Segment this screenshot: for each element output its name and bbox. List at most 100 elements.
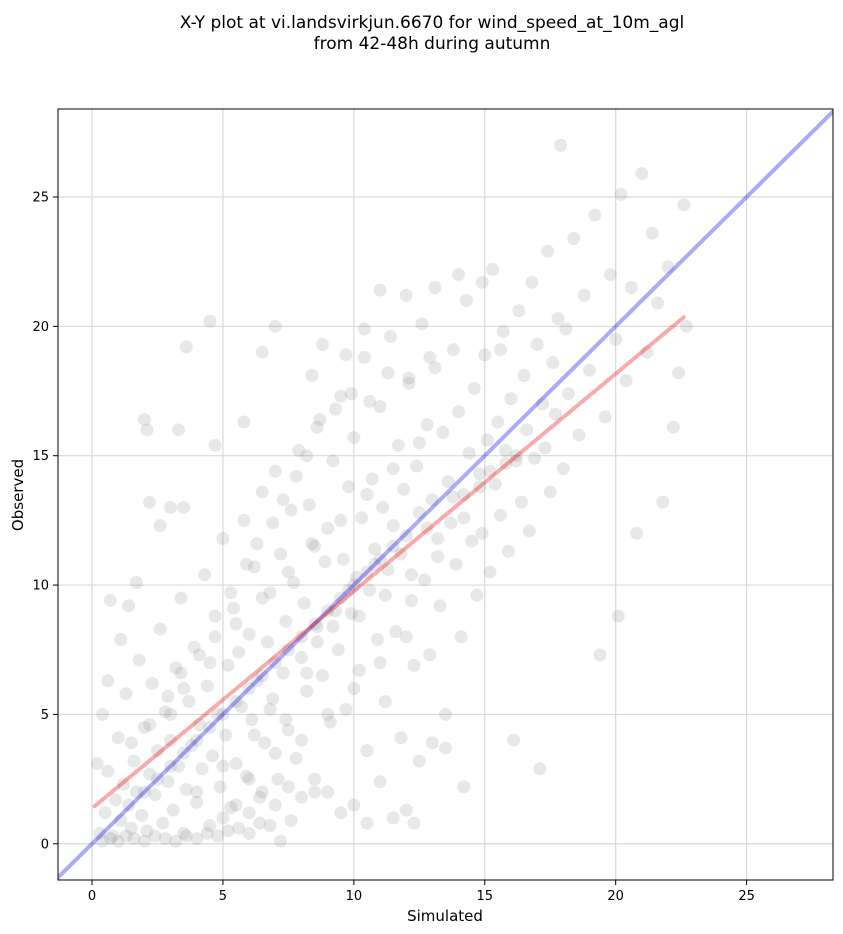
data-point (137, 720, 151, 734)
data-point (182, 694, 196, 708)
data-point (130, 785, 144, 799)
data-point (352, 663, 366, 677)
data-point (404, 568, 418, 582)
data-point (268, 656, 282, 670)
data-point (357, 322, 371, 336)
data-point (281, 780, 295, 794)
data-point (226, 601, 240, 615)
data-point (533, 762, 547, 776)
data-point (308, 617, 322, 631)
data-point (255, 785, 269, 799)
data-point (111, 731, 125, 745)
data-point (478, 348, 492, 362)
reference-lines (58, 109, 833, 880)
data-point (106, 829, 120, 843)
data-point (360, 488, 374, 501)
data-point (420, 418, 434, 432)
data-point (321, 785, 335, 799)
data-point (347, 798, 361, 812)
data-point (127, 754, 141, 768)
data-point (462, 446, 476, 460)
data-point (294, 790, 308, 804)
data-point (219, 728, 233, 742)
x-axis-label: Simulated (407, 907, 483, 925)
data-point (433, 599, 447, 613)
data-point (486, 262, 500, 276)
data-point (425, 493, 439, 507)
data-point (410, 459, 424, 473)
data-point (255, 591, 269, 605)
data-point (302, 498, 316, 512)
data-point (315, 337, 329, 351)
data-point (352, 609, 366, 623)
data-point (114, 813, 128, 827)
data-point (169, 834, 183, 848)
identity-line (58, 109, 833, 880)
data-point (344, 387, 358, 401)
data-point (334, 806, 348, 820)
data-point (666, 420, 680, 434)
data-point (171, 759, 185, 773)
data-point (376, 500, 390, 514)
data-points (90, 138, 693, 848)
data-point (449, 557, 463, 571)
data-point (583, 363, 597, 377)
data-point (103, 594, 117, 608)
data-point (355, 511, 369, 525)
data-point (535, 397, 549, 411)
data-point (137, 834, 151, 848)
data-point (334, 591, 348, 605)
data-point (101, 764, 115, 778)
data-point (171, 423, 185, 437)
data-point (347, 578, 361, 592)
data-point (381, 366, 395, 380)
data-point (360, 744, 374, 758)
data-point (365, 472, 379, 486)
data-point (399, 803, 413, 817)
data-point (441, 475, 455, 489)
data-point (143, 718, 157, 732)
data-point (339, 348, 353, 362)
data-point (208, 438, 222, 452)
data-point (284, 813, 298, 827)
data-point (386, 539, 400, 553)
data-point (423, 350, 437, 364)
data-point (221, 824, 235, 838)
data-point (470, 588, 484, 602)
data-point (145, 676, 159, 690)
data-point (331, 643, 345, 657)
data-point (313, 412, 327, 426)
data-point (166, 803, 180, 817)
data-point (281, 723, 295, 737)
data-point (308, 539, 322, 553)
data-point (294, 650, 308, 664)
data-point (158, 705, 172, 719)
chart-title-line2: from 42-48h during autumn (314, 34, 551, 54)
x-tick-label: 10 (346, 889, 363, 904)
data-point (119, 687, 133, 701)
data-point (520, 423, 534, 437)
data-point (250, 674, 264, 688)
data-point (509, 449, 523, 463)
data-point (439, 741, 452, 755)
data-point (276, 493, 290, 507)
data-point (287, 575, 301, 589)
data-point (329, 604, 343, 618)
data-point (229, 617, 243, 631)
data-point (294, 733, 308, 747)
data-point (260, 635, 274, 649)
data-point (90, 757, 104, 771)
data-point (153, 519, 167, 533)
data-point (179, 829, 193, 843)
data-point (525, 275, 539, 289)
data-point (373, 775, 387, 789)
data-point (603, 268, 617, 282)
data-point (342, 583, 356, 597)
x-axis-ticks: 0 5 10 15 20 25 (88, 880, 755, 904)
data-point (556, 462, 570, 476)
data-point (116, 777, 130, 791)
data-point (179, 340, 193, 354)
data-point (329, 402, 343, 416)
data-point (190, 795, 204, 809)
data-point (452, 405, 466, 419)
